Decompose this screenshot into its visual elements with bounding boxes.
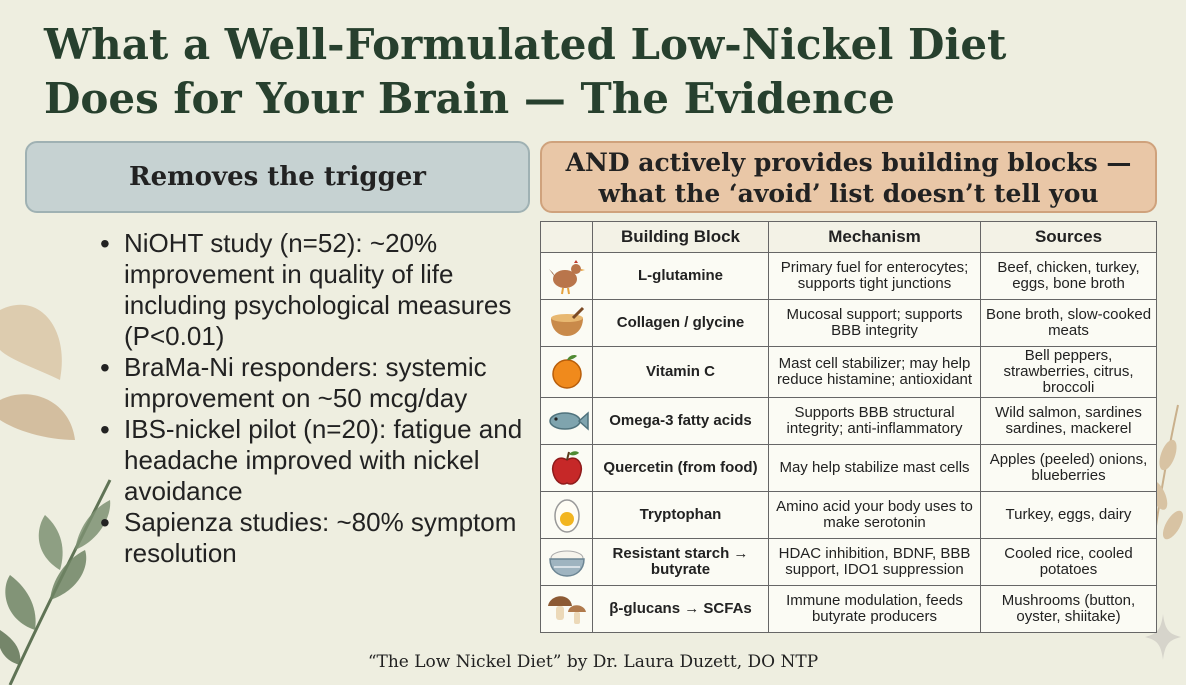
table-row: Tryptophan Amino acid your body uses to …	[540, 491, 1157, 539]
building-blocks-header-line-1: AND actively provides building blocks —	[565, 148, 1132, 177]
column-header: Mechanism	[768, 221, 981, 253]
mechanism-cell: Mucosal support; supports BBB integrity	[768, 299, 981, 347]
building-blocks-table: Building Block Mechanism Sources L-gluta…	[540, 221, 1157, 633]
building-block-cell: Tryptophan	[592, 491, 769, 539]
sources-cell: Bell peppers, strawberries, citrus, broc…	[980, 346, 1157, 398]
column-header: Building Block	[592, 221, 769, 253]
removes-trigger-header: Removes the trigger	[25, 141, 530, 213]
mechanism-cell: Supports BBB structural integrity; anti-…	[768, 397, 981, 445]
mechanism-cell: Mast cell stabilizer; may help reduce hi…	[768, 346, 981, 398]
building-block-cell: Omega-3 fatty acids	[592, 397, 769, 445]
table-row: β-glucans → SCFAs Immune modulation, fee…	[540, 585, 1157, 633]
sources-cell: Turkey, eggs, dairy	[980, 491, 1157, 539]
sources-cell: Apples (peeled) onions, blueberries	[980, 444, 1157, 492]
egg-icon	[553, 499, 580, 533]
bullet-item: IBS-nickel pilot (n=20): fatigue and hea…	[100, 414, 530, 507]
table-header-row: Building Block Mechanism Sources	[540, 221, 1157, 253]
sources-cell: Mushrooms (button, oyster, shiitake)	[980, 585, 1157, 633]
table-row: L-glutamine Primary fuel for enterocytes…	[540, 252, 1157, 300]
table-row: Quercetin (from food) May help stabilize…	[540, 444, 1157, 492]
building-blocks-header: AND actively provides building blocks — …	[540, 141, 1157, 213]
sources-cell: Beef, chicken, turkey, eggs, bone broth	[980, 252, 1157, 300]
sources-cell: Wild salmon, sardines sardines, mackerel	[980, 397, 1157, 445]
building-block-cell: Quercetin (from food)	[592, 444, 769, 492]
building-block-cell: Collagen / glycine	[592, 299, 769, 347]
broth-bowl-icon	[550, 306, 584, 336]
fish-icon	[548, 411, 589, 431]
title-line-1: What a Well-Formulated Low-Nickel Diet	[44, 20, 1007, 69]
table-row: Omega-3 fatty acids Supports BBB structu…	[540, 397, 1157, 445]
mushroom-icon	[547, 596, 586, 624]
mechanism-cell: Immune modulation, feeds butyrate produc…	[768, 585, 981, 633]
bullet-item: NiOHT study (n=52): ~20% improvement in …	[100, 228, 530, 352]
citation-footer: “The Low Nickel Diet” by Dr. Laura Duzet…	[367, 652, 819, 672]
leaf-decoration-icon	[0, 304, 75, 440]
table-row: Collagen / glycine Mucosal support; supp…	[540, 299, 1157, 347]
building-block-cell: β-glucans → SCFAs	[592, 585, 769, 633]
mechanism-cell: HDAC inhibition, BDNF, BBB support, IDO1…	[768, 538, 981, 586]
page-title: What a Well-Formulated Low-Nickel Diet D…	[44, 18, 1144, 126]
mechanism-cell: May help stabilize mast cells	[768, 444, 981, 492]
rice-bowl-icon	[548, 550, 585, 577]
building-block-cell: L-glutamine	[592, 252, 769, 300]
evidence-bullet-list: NiOHT study (n=52): ~20% improvement in …	[100, 228, 530, 569]
title-line-2: Does for Your Brain — The Evidence	[44, 74, 895, 123]
table-row: Resistant starch → butyrate HDAC inhibit…	[540, 538, 1157, 586]
apple-icon	[551, 451, 582, 485]
sparkle-icon	[1145, 614, 1181, 660]
building-block-cell: Resistant starch → butyrate	[592, 538, 769, 586]
table-row: Vitamin C Mast cell stabilizer; may help…	[540, 346, 1157, 398]
sources-cell: Cooled rice, cooled potatoes	[980, 538, 1157, 586]
sources-cell: Bone broth, slow-cooked meats	[980, 299, 1157, 347]
orange-icon	[551, 355, 582, 389]
column-header: Sources	[980, 221, 1157, 253]
icon-column-header	[540, 221, 593, 253]
mechanism-cell: Primary fuel for enterocytes; supports t…	[768, 252, 981, 300]
building-blocks-header-line-2: what the ‘avoid’ list doesn’t tell you	[598, 179, 1099, 208]
bullet-item: BraMa-Ni responders: systemic improvemen…	[100, 352, 530, 414]
mechanism-cell: Amino acid your body uses to make seroto…	[768, 491, 981, 539]
building-block-cell: Vitamin C	[592, 346, 769, 398]
chicken-icon	[548, 260, 585, 295]
bullet-item: Sapienza studies: ~80% symptom resolutio…	[100, 507, 530, 569]
